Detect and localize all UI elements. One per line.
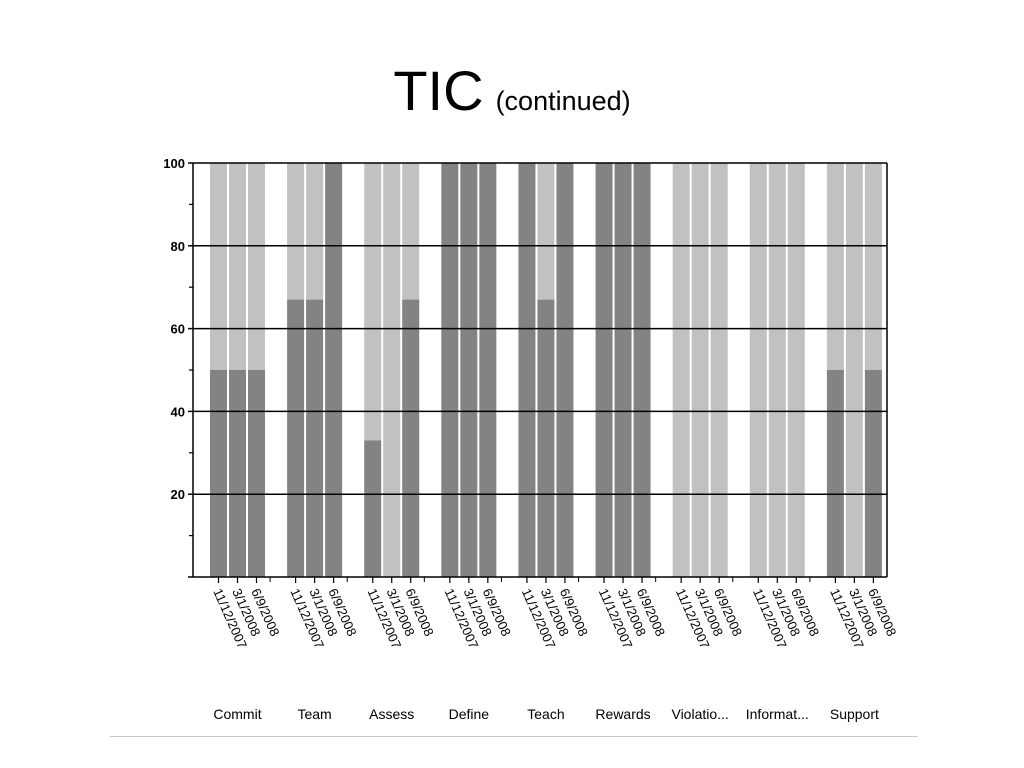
bar-segment-remaining bbox=[864, 163, 882, 370]
bar-segment-remaining bbox=[402, 163, 420, 300]
bar-segment-remaining bbox=[768, 163, 786, 577]
bar-segment-value bbox=[460, 163, 478, 577]
x-group-label: Commit bbox=[213, 706, 261, 722]
bar-segment-value bbox=[248, 370, 265, 577]
bar-segment-value bbox=[402, 299, 420, 577]
bar-segment-value bbox=[325, 163, 343, 577]
bar-segment-remaining bbox=[826, 163, 844, 370]
y-tick-label: 60 bbox=[171, 322, 185, 337]
bar-segment-value bbox=[556, 163, 574, 577]
bar-segment-remaining bbox=[749, 163, 767, 577]
bar-segment-value bbox=[306, 299, 324, 577]
x-group-label: Team bbox=[297, 706, 331, 722]
bar-segment-remaining bbox=[364, 163, 382, 441]
bar-segment-value bbox=[595, 163, 613, 577]
bar-segment-remaining bbox=[691, 163, 709, 577]
bar-segment-remaining bbox=[787, 163, 805, 577]
x-group-label: Informat... bbox=[746, 706, 809, 722]
bar-segment-remaining bbox=[229, 163, 246, 370]
bar-segment-remaining bbox=[248, 163, 265, 370]
bar-segment-remaining bbox=[537, 163, 555, 300]
bar-segment-remaining bbox=[287, 163, 305, 300]
bar-segment-value bbox=[287, 299, 305, 577]
bar-segment-value bbox=[364, 440, 382, 577]
y-tick-label: 100 bbox=[163, 156, 185, 171]
bar-segment-value bbox=[826, 370, 844, 577]
bar-segment-value bbox=[633, 163, 651, 577]
bar-segment-value bbox=[864, 370, 882, 577]
bar-segment-remaining bbox=[383, 163, 401, 577]
bar-segment-value bbox=[518, 163, 536, 577]
slide-title: TIC (continued) bbox=[0, 58, 1024, 123]
bar-segment-remaining bbox=[672, 163, 690, 577]
bar-segment-value bbox=[441, 163, 459, 577]
x-group-label: Support bbox=[830, 706, 879, 722]
bar-segment-remaining bbox=[210, 163, 227, 370]
bar-segment-remaining bbox=[710, 163, 728, 577]
x-group-label: Define bbox=[449, 706, 490, 722]
y-tick-label: 40 bbox=[171, 404, 185, 419]
bar-segment-value bbox=[614, 163, 632, 577]
title-text: TIC bbox=[393, 59, 484, 122]
footer-divider bbox=[110, 736, 918, 737]
subtitle-text: (continued) bbox=[495, 86, 631, 116]
bar-segment-value bbox=[229, 370, 246, 577]
y-tick-label: 20 bbox=[171, 487, 185, 502]
bar-segment-value bbox=[210, 370, 227, 577]
bar-segment-remaining bbox=[845, 163, 863, 577]
x-group-label: Teach bbox=[527, 706, 564, 722]
x-group-label: Violatio... bbox=[671, 706, 728, 722]
y-tick-label: 80 bbox=[171, 239, 185, 254]
bar-segment-remaining bbox=[306, 163, 324, 300]
x-group-label: Assess bbox=[369, 706, 414, 722]
bar-segment-value bbox=[537, 299, 555, 577]
x-group-label: Rewards bbox=[595, 706, 650, 722]
bar-segment-value bbox=[479, 163, 497, 577]
